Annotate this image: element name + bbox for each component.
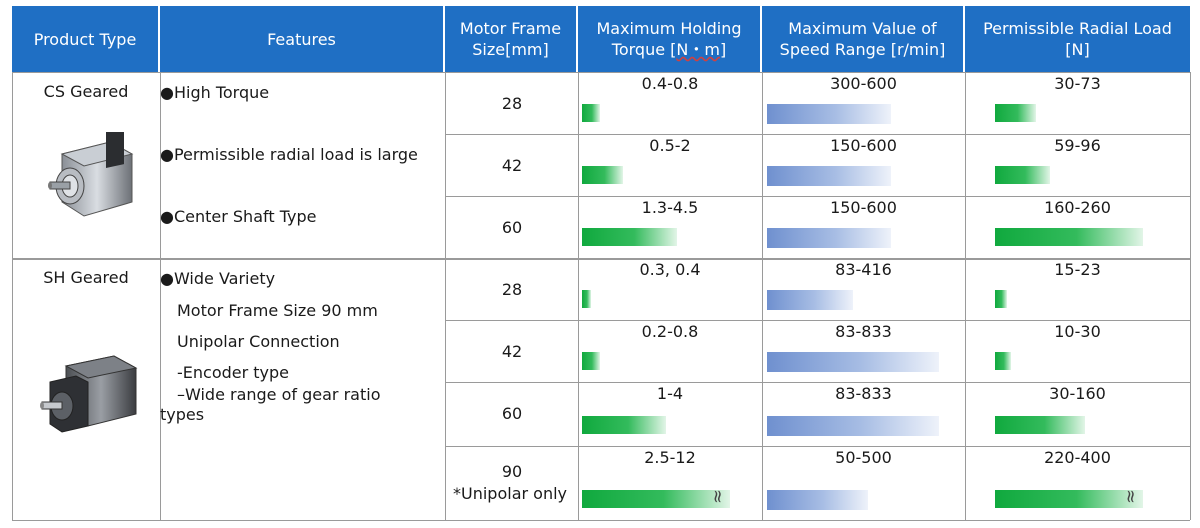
torque-value: 2.5-12 — [644, 448, 696, 467]
torque-value: 0.3, 0.4 — [639, 260, 701, 279]
header-torque-line1: Maximum Holding — [596, 19, 742, 38]
radial-value: 10-30 — [1054, 322, 1101, 341]
speed-value: 50-500 — [835, 448, 892, 467]
grid-hline — [445, 196, 1190, 197]
torque-bar — [582, 416, 666, 434]
grid-hline — [445, 446, 1190, 447]
header-frame-size: Motor Frame Size[mm] — [445, 6, 578, 72]
feature-sh-frame-size-90: Motor Frame Size 90 mm — [177, 301, 378, 320]
speed-bar — [767, 352, 939, 372]
torque-value: 0.4-0.8 — [641, 74, 699, 93]
radial-bar — [995, 490, 1143, 508]
header-speed-label: Maximum Value of Speed Range [r/min] — [779, 19, 946, 59]
product-type-sh-geared: SH Geared — [43, 268, 129, 287]
radial-value: 15-23 — [1054, 260, 1101, 279]
speed-value: 150-600 — [830, 136, 897, 155]
speed-bar — [767, 490, 868, 510]
speed-value: 83-416 — [835, 260, 892, 279]
feature-sh-encoder: -Encoder type — [177, 363, 290, 382]
feature-sh-unipolar: Unipolar Connection — [177, 332, 340, 351]
header-radial-label: Permissible Radial Load [N] — [983, 19, 1172, 59]
grid-vline — [762, 72, 763, 520]
speed-value: 150-600 — [830, 198, 897, 217]
product-type-cs-geared: CS Geared — [43, 82, 129, 101]
header-torque-label: Maximum Holding Torque [N・m] — [596, 18, 741, 60]
radial-value: 59-96 — [1054, 136, 1101, 155]
header-features-label: Features — [267, 29, 336, 49]
header-torque-pre: Torque [ — [611, 40, 677, 59]
frame-size-cell: 42 — [501, 156, 523, 175]
radial-bar — [995, 104, 1036, 122]
speed-bar — [767, 416, 939, 436]
frame-size-cell: 60 — [501, 404, 523, 423]
torque-value: 0.5-2 — [649, 136, 691, 155]
header-torque-unit: N・m — [676, 40, 720, 59]
torque-bar — [582, 352, 600, 370]
radial-bar — [995, 352, 1011, 370]
radial-bar — [995, 290, 1007, 308]
frame-size-note: *Unipolar only — [453, 484, 567, 503]
feature-cs-center-shaft: ●Center Shaft Type — [160, 207, 317, 226]
feature-cs-high-torque: ●High Torque — [160, 83, 270, 102]
speed-bar — [767, 104, 891, 124]
radial-value: 220-400 — [1044, 448, 1111, 467]
break-mark-icon: ≈ — [707, 488, 729, 505]
frame-size-cell: 60 — [501, 218, 523, 237]
speed-bar — [767, 166, 891, 186]
feature-sh-wide-variety: ●Wide Variety — [160, 269, 276, 288]
grid-hline — [12, 72, 1190, 73]
grid-hline — [445, 382, 1190, 383]
cs-geared-motor-image — [48, 132, 134, 217]
speed-value: 300-600 — [830, 74, 897, 93]
grid-vline — [1190, 72, 1191, 520]
torque-bar — [582, 228, 677, 246]
speed-bar — [767, 290, 853, 310]
torque-value: 1-4 — [656, 384, 684, 403]
frame-size-cell: 28 — [501, 280, 523, 299]
grid-vline — [445, 72, 446, 520]
header-speed: Maximum Value of Speed Range [r/min] — [762, 6, 965, 72]
speed-value: 83-833 — [835, 384, 892, 403]
torque-bar — [582, 166, 623, 184]
header-radial: Permissible Radial Load [N] — [965, 6, 1190, 72]
grid-hline-group — [12, 258, 1190, 260]
radial-bar — [995, 228, 1143, 246]
torque-value: 1.3-4.5 — [641, 198, 699, 217]
sh-geared-motor-image — [40, 355, 138, 433]
radial-bar — [995, 416, 1085, 434]
feature-sh-types: types — [160, 405, 205, 424]
feature-sh-gear-ratio: –Wide range of gear ratio — [177, 385, 381, 404]
speed-bar — [767, 228, 891, 248]
grid-vline — [965, 72, 966, 520]
grid-vline — [12, 72, 13, 520]
radial-bar — [995, 166, 1050, 184]
frame-size-cell: 42 — [501, 342, 523, 361]
grid-hline — [445, 134, 1190, 135]
grid-vline — [578, 72, 579, 520]
grid-vline — [160, 72, 161, 520]
radial-value: 160-260 — [1044, 198, 1111, 217]
torque-bar — [582, 290, 591, 308]
frame-size-cell: 90 — [501, 462, 523, 481]
header-product-type-label: Product Type — [33, 29, 137, 49]
header-frame-size-label: Motor Frame Size[mm] — [459, 19, 562, 59]
header-product-type: Product Type — [12, 6, 160, 72]
torque-value: 0.2-0.8 — [641, 322, 699, 341]
frame-size-cell: 28 — [501, 94, 523, 113]
speed-value: 83-833 — [835, 322, 892, 341]
break-mark-icon: ≈ — [1120, 488, 1142, 505]
header-torque: Maximum Holding Torque [N・m] — [578, 6, 762, 72]
radial-value: 30-73 — [1054, 74, 1101, 93]
grid-hline — [12, 520, 1190, 521]
feature-cs-radial-load: ●Permissible radial load is large — [160, 145, 418, 164]
header-features: Features — [160, 6, 445, 72]
header-torque-post: ] — [719, 40, 727, 59]
torque-bar — [582, 490, 730, 508]
radial-value: 30-160 — [1049, 384, 1106, 403]
torque-bar — [582, 104, 600, 122]
grid-hline — [445, 320, 1190, 321]
